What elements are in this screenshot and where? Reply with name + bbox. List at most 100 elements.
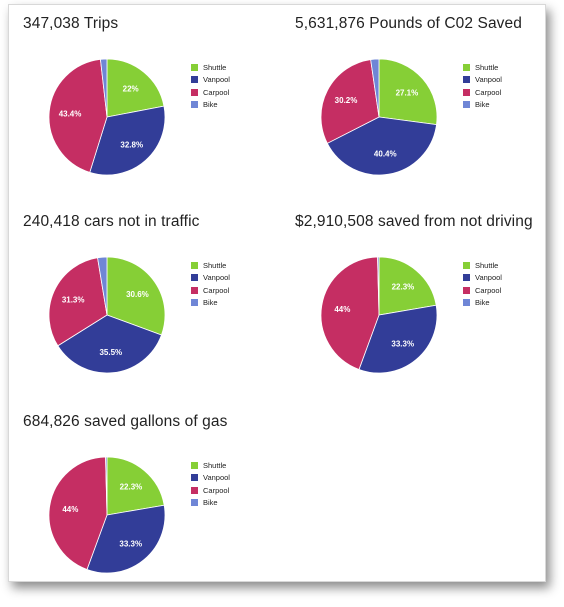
legend-swatch-bike	[191, 499, 198, 507]
pie-chart-cars: 30.6% 35.5% 31.3%	[48, 256, 166, 374]
pie-chart-co2: 27.1% 40.4% 30.2%	[320, 58, 438, 176]
legend-swatch-shuttle	[463, 261, 470, 269]
slice-data-label: 44%	[62, 505, 78, 514]
pie-slice-bike	[370, 58, 380, 118]
pie-slice-bike	[97, 256, 108, 316]
slice-data-label: 33.3%	[119, 540, 142, 549]
pie-slice-vanpool	[89, 105, 166, 176]
legend-label: Vanpool	[203, 473, 230, 483]
legend-swatch-vanpool	[463, 76, 470, 84]
legend-swatch-shuttle	[191, 261, 198, 269]
legend-swatch-bike	[463, 101, 470, 109]
legend-label: Shuttle	[203, 62, 227, 72]
chart-legend: Shuttle Vanpool Carpool Bike	[463, 259, 502, 309]
pie-slice-shuttle	[378, 58, 438, 126]
legend-label: Vanpool	[203, 75, 230, 85]
legend-item-bike: Bike	[191, 497, 230, 510]
legend-item-vanpool: Vanpool	[191, 74, 230, 87]
legend-swatch-carpool	[191, 286, 198, 294]
legend-item-bike: Bike	[463, 99, 502, 112]
legend-item-carpool: Carpool	[191, 86, 230, 99]
chart-title: 240,418 cars not in traffic	[23, 213, 200, 230]
slice-data-label: 22.3%	[120, 483, 143, 492]
legend-label: Bike	[475, 298, 490, 308]
slice-data-label: 35.5%	[99, 348, 122, 357]
dashboard-card: 347,038 Trips 22% 32.8% 43.4% Shuttle Vanp…	[8, 4, 546, 582]
legend-item-vanpool: Vanpool	[463, 272, 502, 285]
legend-item-bike: Bike	[463, 297, 502, 310]
slice-data-label: 40.4%	[374, 150, 397, 159]
slice-data-label: 30.2%	[335, 96, 358, 105]
legend-swatch-bike	[463, 299, 470, 307]
legend-item-shuttle: Shuttle	[191, 459, 230, 472]
pie-slice-bike	[105, 456, 108, 516]
legend-item-vanpool: Vanpool	[191, 472, 230, 485]
slice-data-label: 43.4%	[59, 110, 82, 119]
pie-slice-vanpool	[358, 304, 438, 374]
slice-data-label: 27.1%	[396, 89, 419, 98]
legend-swatch-vanpool	[191, 274, 198, 282]
chart-legend: Shuttle Vanpool Carpool Bike	[191, 61, 230, 111]
chart-panel-cars: 240,418 cars not in traffic 30.6% 35.5% 31…	[23, 213, 283, 403]
legend-item-carpool: Carpool	[463, 86, 502, 99]
legend-item-carpool: Carpool	[191, 484, 230, 497]
chart-legend: Shuttle Vanpool Carpool Bike	[463, 61, 502, 111]
legend-label: Shuttle	[203, 460, 227, 470]
legend-swatch-carpool	[463, 286, 470, 294]
chart-title: 684,826 saved gallons of gas	[23, 413, 228, 430]
chart-legend: Shuttle Vanpool Carpool Bike	[191, 259, 230, 309]
legend-swatch-bike	[191, 101, 198, 109]
legend-label: Carpool	[475, 87, 502, 97]
chart-panel-gas: 684,826 saved gallons of gas 22.3% 33.3% 4…	[23, 413, 283, 603]
legend-item-vanpool: Vanpool	[463, 74, 502, 87]
pie-slice-carpool	[48, 257, 108, 347]
slice-data-label: 33.3%	[391, 340, 414, 349]
pie-slice-shuttle	[106, 456, 165, 516]
legend-item-shuttle: Shuttle	[463, 61, 502, 74]
legend-item-carpool: Carpool	[463, 284, 502, 297]
legend-label: Carpool	[475, 285, 502, 295]
pie-slice-bike	[377, 256, 380, 316]
pie-slice-bike	[100, 58, 108, 118]
pie-slice-vanpool	[86, 504, 166, 574]
legend-item-shuttle: Shuttle	[463, 259, 502, 272]
slice-data-label: 31.3%	[62, 296, 85, 305]
legend-swatch-carpool	[191, 88, 198, 96]
legend-item-shuttle: Shuttle	[191, 259, 230, 272]
pie-slice-shuttle	[106, 256, 166, 336]
pie-slice-shuttle	[378, 256, 437, 316]
legend-item-bike: Bike	[191, 99, 230, 112]
legend-label: Shuttle	[475, 260, 499, 270]
chart-title: 347,038 Trips	[23, 15, 119, 32]
legend-label: Carpool	[203, 485, 230, 495]
legend-swatch-vanpool	[191, 76, 198, 84]
pie-slice-carpool	[320, 256, 380, 370]
legend-label: Vanpool	[475, 273, 502, 283]
slice-data-label: 22.3%	[392, 283, 415, 292]
slice-data-label: 22%	[123, 84, 139, 93]
pie-slice-shuttle	[106, 58, 165, 118]
chart-panel-savings: $2,910,508 saved from not driving 22.3% 3…	[295, 213, 555, 403]
legend-item-carpool: Carpool	[191, 284, 230, 297]
chart-title: $2,910,508 saved from not driving	[295, 213, 533, 230]
legend-swatch-shuttle	[191, 461, 198, 469]
pie-slice-carpool	[48, 58, 108, 173]
legend-item-bike: Bike	[191, 297, 230, 310]
slice-data-label: 30.6%	[126, 290, 149, 299]
pie-slice-carpool	[320, 59, 380, 144]
legend-label: Bike	[203, 100, 218, 110]
pie-slice-vanpool	[326, 116, 437, 176]
legend-label: Carpool	[203, 87, 230, 97]
legend-label: Bike	[203, 498, 218, 508]
legend-label: Vanpool	[203, 273, 230, 283]
legend-label: Bike	[475, 100, 490, 110]
legend-item-vanpool: Vanpool	[191, 272, 230, 285]
pie-chart-trips: 22% 32.8% 43.4%	[48, 58, 166, 176]
legend-swatch-carpool	[463, 88, 470, 96]
legend-label: Shuttle	[203, 260, 227, 270]
legend-label: Carpool	[203, 285, 230, 295]
legend-swatch-vanpool	[191, 474, 198, 482]
legend-label: Bike	[203, 298, 218, 308]
chart-panel-trips: 347,038 Trips 22% 32.8% 43.4% Shuttle Vanp…	[23, 15, 283, 205]
pie-slice-vanpool	[57, 314, 162, 374]
